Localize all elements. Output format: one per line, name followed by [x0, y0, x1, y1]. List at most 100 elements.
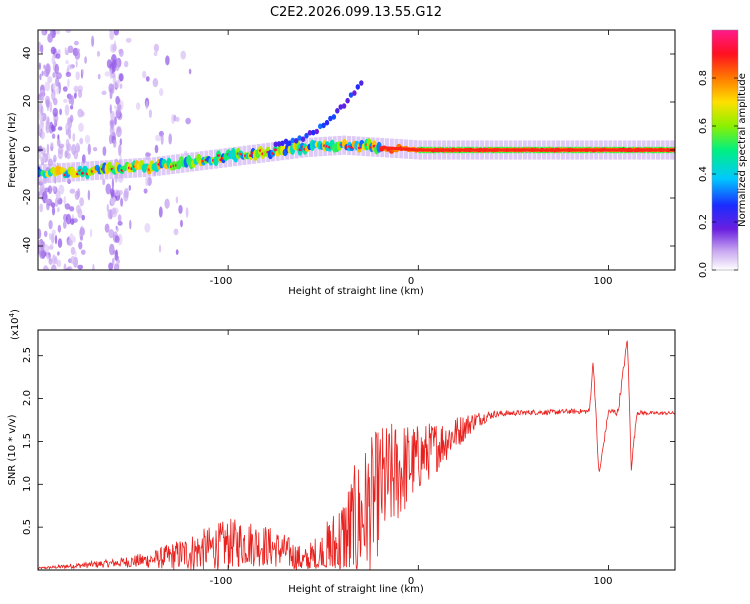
- ridge-core: [560, 148, 564, 152]
- spectral-speckle: [175, 249, 179, 255]
- ridge-core: [409, 148, 413, 151]
- ridge-edge: [460, 152, 464, 154]
- ridge-edge: [467, 152, 471, 154]
- ridge-core: [464, 148, 468, 152]
- ridge-core: [394, 147, 397, 150]
- ridge-core: [606, 148, 610, 152]
- ridge-core: [498, 148, 502, 152]
- spectral-speckle: [63, 195, 67, 206]
- ridge-edge: [463, 152, 467, 154]
- ridge-core: [480, 148, 484, 152]
- spectral-speckle: [79, 235, 84, 241]
- spectral-speckle: [68, 93, 72, 105]
- bot-ytick-label: 1.5: [22, 433, 33, 449]
- ridge-edge: [665, 146, 669, 148]
- ridge-edge: [528, 152, 532, 154]
- bot-ytick-label: 1.0: [22, 476, 33, 492]
- spectral-speckle: [74, 50, 81, 60]
- spectral-speckle: [175, 196, 179, 204]
- spectral-speckle: [92, 263, 95, 270]
- spectral-speckle: [79, 137, 84, 145]
- spectral-speckle: [87, 189, 91, 201]
- ridge-core: [642, 148, 646, 152]
- spectral-speckle: [153, 43, 159, 53]
- spectral-speckle: [59, 108, 62, 116]
- spectral-speckle: [158, 244, 162, 253]
- spectral-speckle: [112, 139, 117, 148]
- ridge-edge: [604, 152, 608, 154]
- bot-xtick-label: 100: [593, 576, 612, 587]
- ridge-core: [469, 148, 473, 152]
- spectral-speckle: [79, 227, 86, 237]
- spectral-speckle: [51, 124, 55, 132]
- ridge-core: [558, 148, 562, 152]
- ridge-edge: [551, 146, 555, 148]
- branch-blob: [307, 130, 313, 136]
- spectral-speckle: [39, 183, 45, 195]
- spectral-speckle: [114, 116, 117, 126]
- spectral-speckle: [109, 124, 115, 136]
- spectral-speckle: [51, 133, 56, 139]
- ridge-core: [665, 148, 669, 152]
- spectral-speckle: [155, 134, 161, 142]
- spectral-speckle: [73, 236, 76, 243]
- spectral-speckle: [129, 219, 132, 230]
- ridge-core: [590, 148, 594, 152]
- ridge-edge: [559, 146, 562, 148]
- spectral-speckle: [102, 178, 106, 186]
- spectral-speckle: [56, 259, 62, 268]
- spectral-speckle: [55, 190, 61, 201]
- ridge-core: [565, 148, 569, 152]
- ridge-edge: [444, 152, 448, 154]
- ridge-core: [425, 148, 429, 152]
- top-xtick-label: 100: [593, 276, 612, 287]
- ridge-core: [581, 148, 585, 152]
- ridge-core: [635, 148, 639, 152]
- ridge-edge: [437, 152, 441, 154]
- branch-blob: [297, 135, 302, 141]
- ridge-core: [485, 148, 489, 152]
- ridge-edge: [418, 152, 422, 154]
- ridge-core: [503, 148, 507, 152]
- ridge-edge: [661, 146, 665, 148]
- spectral-speckle: [40, 105, 44, 116]
- branch-blob: [283, 138, 289, 145]
- spectral-speckle: [38, 62, 42, 70]
- ridge-core: [419, 148, 423, 152]
- ridge-core: [446, 148, 450, 152]
- ridge-core: [508, 148, 511, 152]
- ridge-core: [423, 148, 427, 152]
- ridge-edge: [490, 146, 494, 148]
- ridge-edge: [528, 146, 532, 148]
- spectral-speckle: [54, 234, 58, 245]
- ridge-core: [405, 147, 409, 151]
- top-ylabel: Frequency (Hz): [7, 112, 18, 188]
- bot-xtick-label: -100: [210, 576, 233, 587]
- ridge-edge: [578, 152, 581, 154]
- spectral-speckle: [46, 253, 49, 260]
- spectral-speckle: [47, 76, 53, 84]
- ridge-core: [391, 146, 395, 150]
- spectral-speckle: [73, 85, 79, 93]
- ridge-edge: [574, 152, 578, 154]
- ridge-core: [496, 148, 500, 152]
- ridge-edge: [505, 152, 509, 154]
- top-ytick-label: 20: [22, 95, 33, 108]
- ridge-edge: [524, 152, 528, 154]
- spectral-speckle: [185, 207, 189, 218]
- spectral-speckle: [115, 95, 120, 105]
- snr-line: [38, 340, 675, 570]
- ridge-core: [540, 148, 543, 152]
- ridge-core: [556, 148, 559, 152]
- branch-blob: [280, 140, 285, 147]
- ridge-edge: [631, 152, 635, 154]
- ridge-core: [400, 147, 404, 151]
- ridge-edge: [429, 152, 433, 154]
- ridge-core: [651, 148, 655, 152]
- spectral-speckle: [144, 223, 151, 233]
- branch-blob: [331, 114, 337, 120]
- ridge-core: [517, 148, 521, 152]
- spectral-speckle: [165, 55, 170, 66]
- spectral-speckle: [64, 203, 71, 210]
- spectral-speckle: [65, 30, 72, 33]
